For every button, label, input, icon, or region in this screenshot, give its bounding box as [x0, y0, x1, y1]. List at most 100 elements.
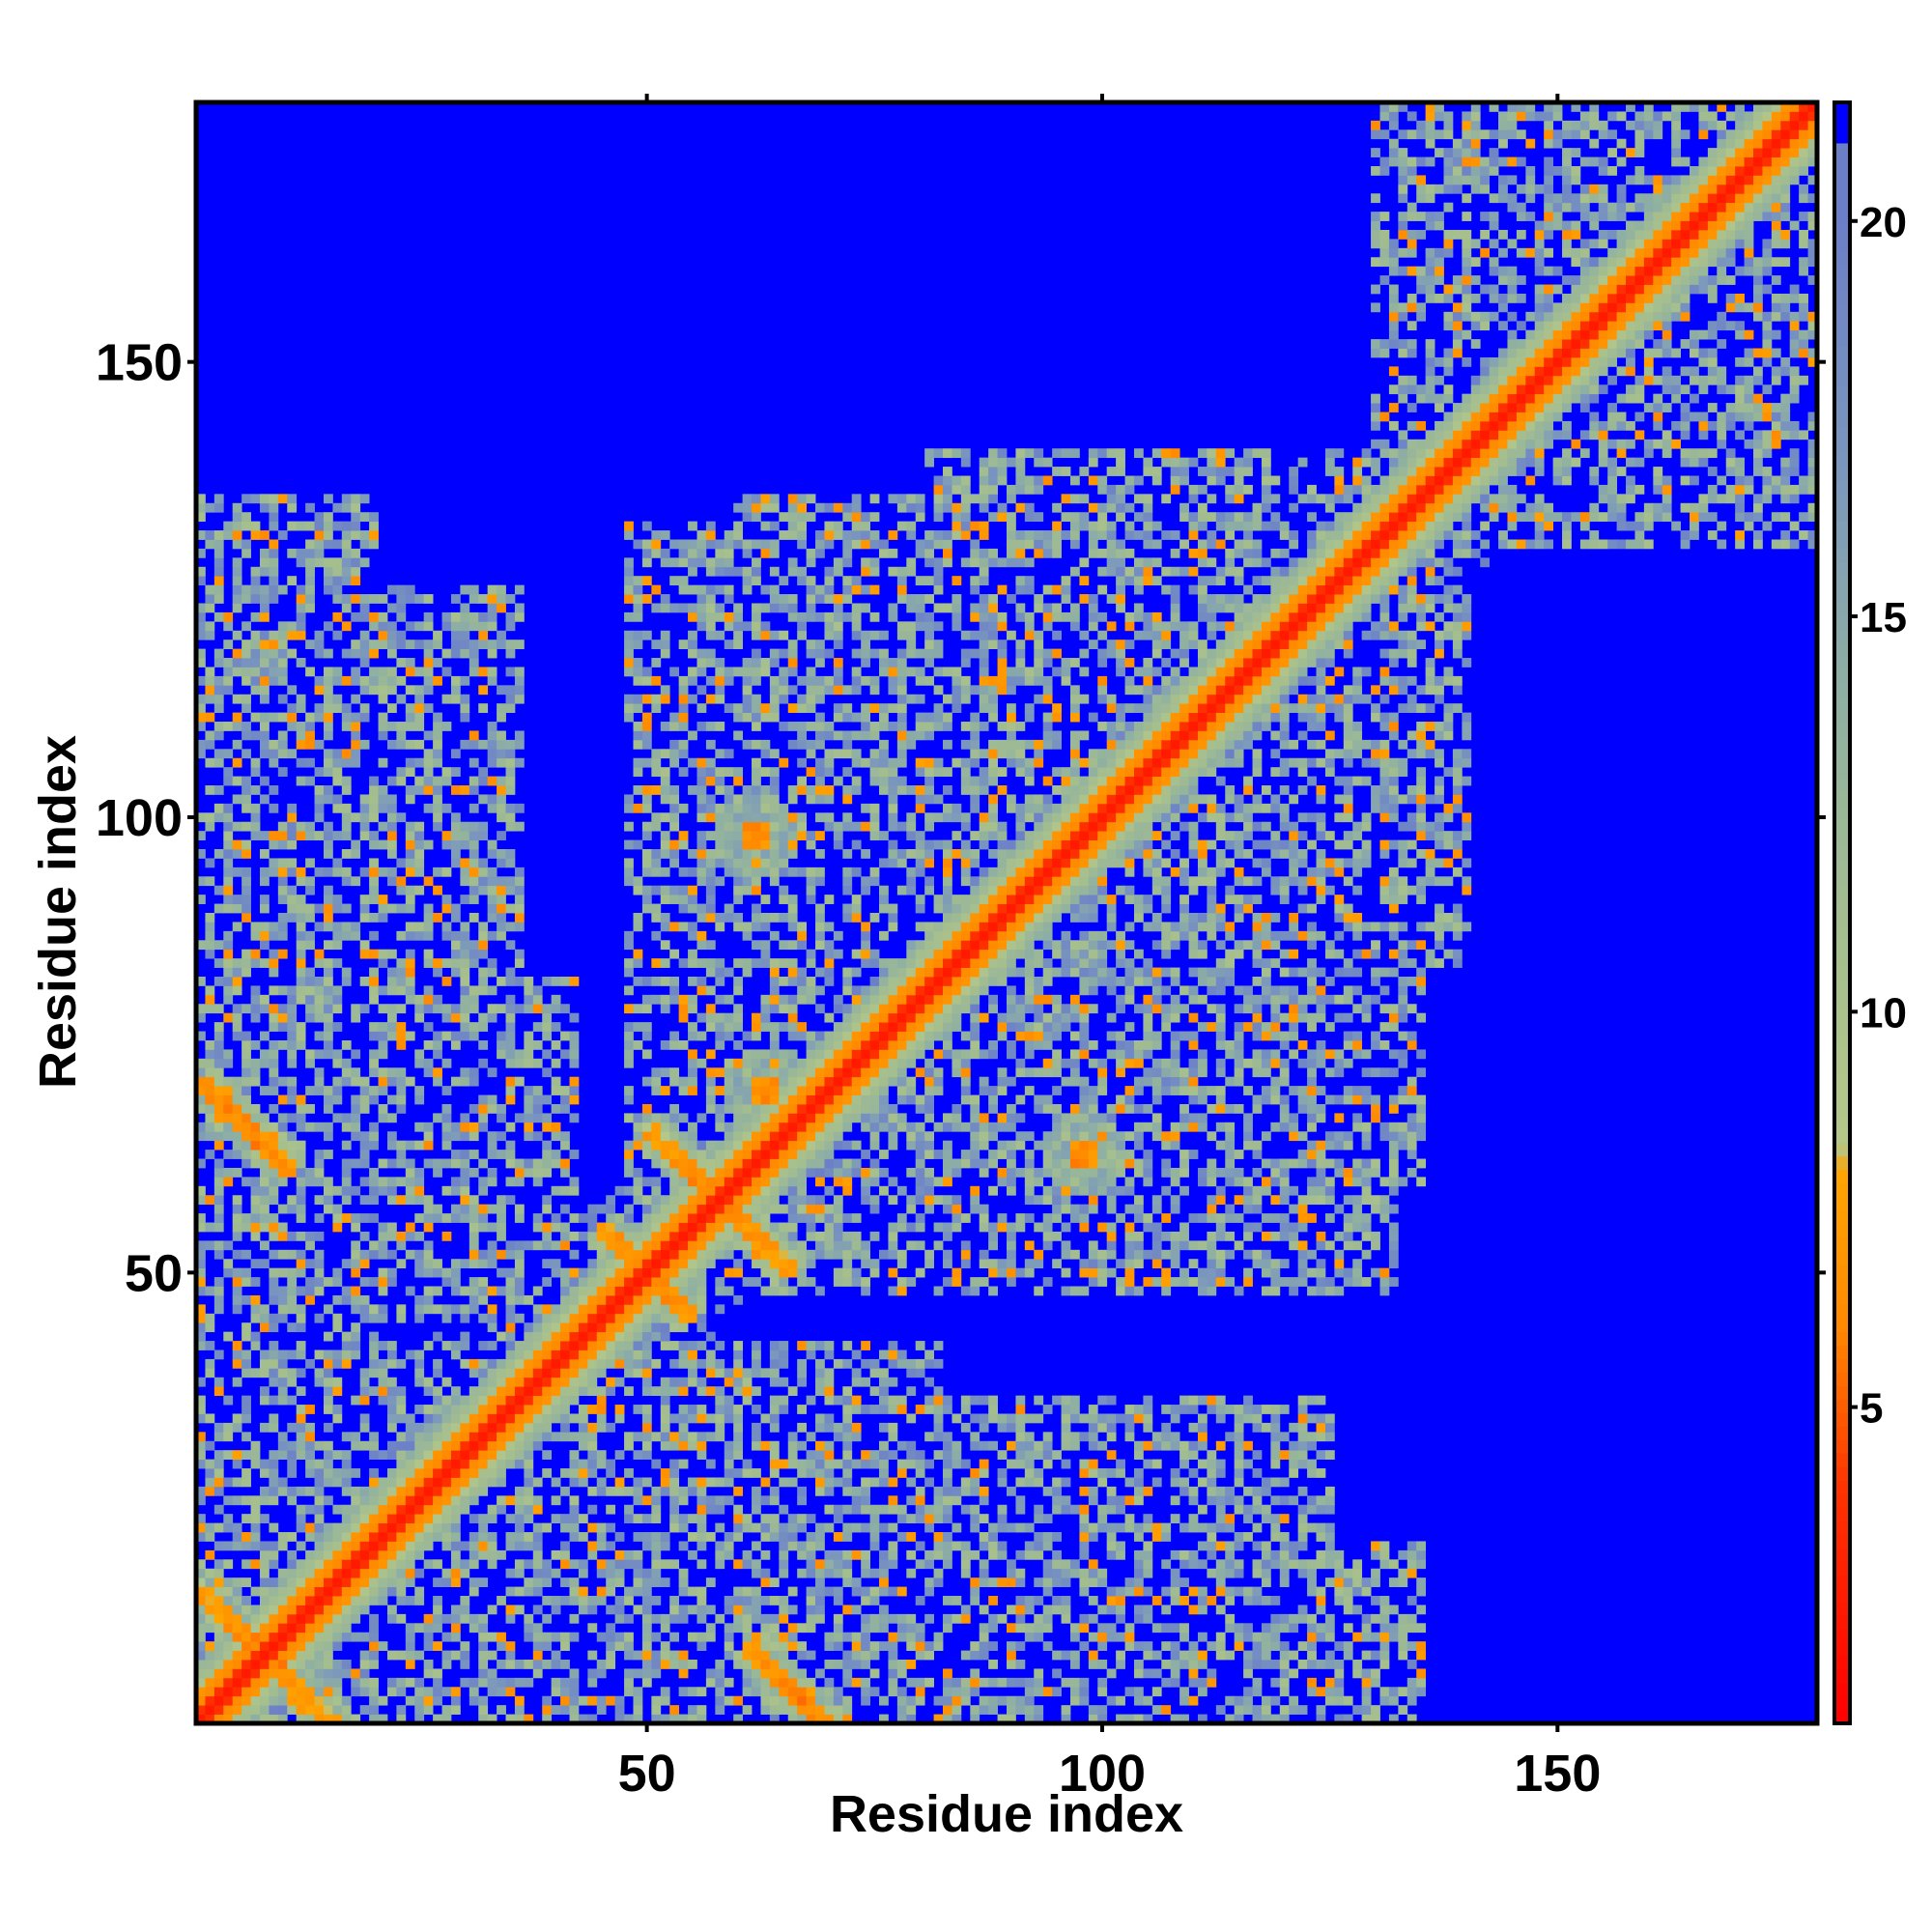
heatmap-cell: [641, 1140, 652, 1151]
heatmap-cell: [779, 803, 789, 813]
heatmap-cell: [341, 1632, 352, 1642]
heatmap-cell: [760, 1577, 771, 1587]
heatmap-cell: [269, 667, 279, 677]
heatmap-cell: [614, 1613, 625, 1624]
heatmap-cell: [688, 1660, 697, 1669]
heatmap-cell: [724, 1450, 734, 1461]
heatmap-cell: [797, 776, 808, 786]
heatmap-cell: [369, 1450, 379, 1461]
heatmap-cell: [296, 630, 306, 640]
heatmap-cell: [779, 1677, 789, 1688]
heatmap-cell: [223, 867, 234, 877]
heatmap-cell: [542, 1304, 553, 1315]
heatmap-cell: [369, 1559, 379, 1570]
heatmap-cell: [624, 1350, 634, 1360]
heatmap-cell: [296, 1450, 306, 1461]
heatmap-cell: [733, 1386, 744, 1397]
heatmap-cell: [269, 1131, 279, 1142]
heatmap-cell: [405, 1677, 415, 1688]
heatmap-cell: [724, 1140, 734, 1151]
heatmap-cell: [469, 1459, 479, 1469]
heatmap-cell: [277, 1022, 288, 1032]
heatmap-cell: [551, 1022, 561, 1032]
heatmap-cell: [797, 930, 808, 941]
heatmap-cell: [250, 685, 261, 696]
heatmap-cell: [269, 1213, 279, 1223]
heatmap-cell: [469, 940, 479, 951]
heatmap-cell: [787, 903, 798, 914]
heatmap-cell: [696, 667, 707, 677]
heatmap-cell: [797, 1623, 808, 1634]
heatmap-cell: [787, 1586, 798, 1597]
heatmap-cell: [323, 1668, 333, 1679]
heatmap-cell: [259, 1259, 270, 1269]
heatmap-cell: [414, 667, 425, 677]
heatmap-cell: [624, 1650, 634, 1661]
heatmap-cell: [396, 767, 407, 777]
heatmap-cell: [296, 1422, 306, 1433]
heatmap-cell: [641, 1313, 652, 1323]
heatmap-cell: [587, 1204, 598, 1214]
heatmap-cell: [696, 685, 707, 696]
heatmap-cell: [441, 1522, 452, 1533]
heatmap-cell: [232, 1304, 242, 1315]
heatmap-cell: [633, 839, 643, 850]
heatmap-cell: [314, 1495, 325, 1506]
heatmap-cell: [633, 1039, 643, 1050]
heatmap-cell: [797, 1204, 808, 1214]
heatmap-cell: [250, 1341, 261, 1350]
heatmap-cell: [242, 1222, 251, 1233]
heatmap-cell: [596, 1522, 607, 1533]
heatmap-cell: [742, 685, 753, 696]
heatmap-cell: [405, 1440, 415, 1451]
heatmap-cell: [487, 1432, 497, 1442]
heatmap-cell: [551, 1341, 561, 1350]
heatmap-cell: [660, 1231, 670, 1241]
heatmap-cell: [678, 958, 689, 968]
heatmap-cell: [569, 1677, 580, 1688]
heatmap-cell: [760, 667, 771, 677]
heatmap-cell: [624, 1094, 634, 1105]
heatmap-cell: [752, 1632, 761, 1642]
heatmap-cell: [497, 903, 506, 914]
heatmap-cell: [478, 1532, 489, 1542]
heatmap-cell: [733, 803, 744, 813]
heatmap-cell: [715, 1358, 725, 1369]
heatmap-cell: [469, 739, 479, 750]
heatmap-cell: [497, 1103, 506, 1114]
heatmap-cell: [269, 1450, 279, 1461]
heatmap-cell: [369, 985, 379, 996]
heatmap-cell: [487, 1131, 497, 1142]
heatmap-cell: [441, 1313, 452, 1323]
heatmap-cell: [378, 694, 388, 704]
heatmap-cell: [641, 994, 652, 1005]
heatmap-cell: [532, 1504, 543, 1515]
heatmap-cell: [414, 703, 425, 714]
heatmap-cell: [742, 502, 753, 513]
heatmap-cell: [351, 730, 361, 741]
heatmap-cell: [478, 1012, 489, 1023]
heatmap-cell: [396, 1450, 407, 1461]
heatmap-cell: [524, 1103, 534, 1114]
heatmap-cell: [787, 1714, 798, 1724]
heatmap-cell: [250, 985, 261, 996]
heatmap-cell: [606, 1522, 616, 1533]
heatmap-cell: [624, 566, 634, 577]
heatmap-cell: [196, 1687, 206, 1697]
heatmap-cell: [341, 1213, 352, 1223]
heatmap-cell: [323, 1368, 333, 1378]
heatmap-cell: [296, 1632, 306, 1642]
heatmap-cell: [359, 1294, 370, 1305]
heatmap-cell: [414, 1432, 425, 1442]
heatmap-cell: [487, 749, 497, 759]
heatmap-cell: [351, 1103, 361, 1114]
heatmap-cell: [296, 658, 306, 668]
heatmap-cell: [633, 1605, 643, 1615]
heatmap-cell: [450, 1286, 461, 1296]
heatmap-cell: [205, 1039, 215, 1050]
heatmap-cell: [669, 1304, 680, 1315]
heatmap-cell: [505, 1086, 516, 1095]
heatmap-cell: [505, 667, 516, 677]
heatmap-cell: [296, 611, 306, 622]
heatmap-cell: [787, 1660, 798, 1669]
